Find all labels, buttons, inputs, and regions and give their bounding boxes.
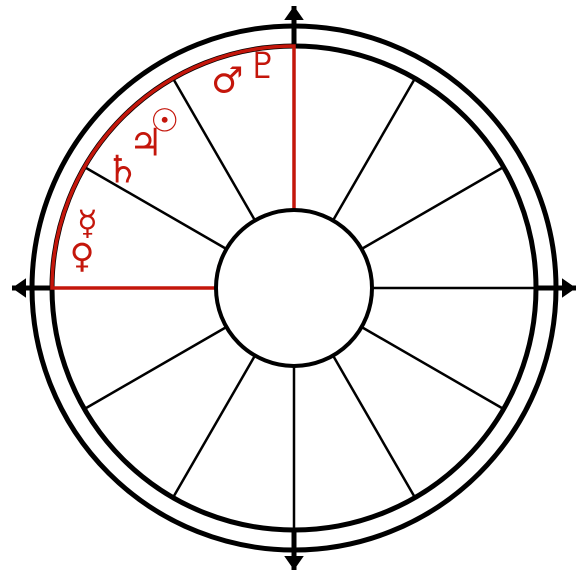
astrology-wheel: ♀☿♄♃☉♂♇ (0, 0, 588, 576)
mars-glyph: ♂ (211, 61, 243, 102)
pluto-glyph: ♇ (247, 46, 279, 87)
sun-glyph: ☉ (150, 102, 179, 140)
mercury-glyph: ☿ (77, 203, 98, 243)
inner-hub (216, 210, 372, 366)
